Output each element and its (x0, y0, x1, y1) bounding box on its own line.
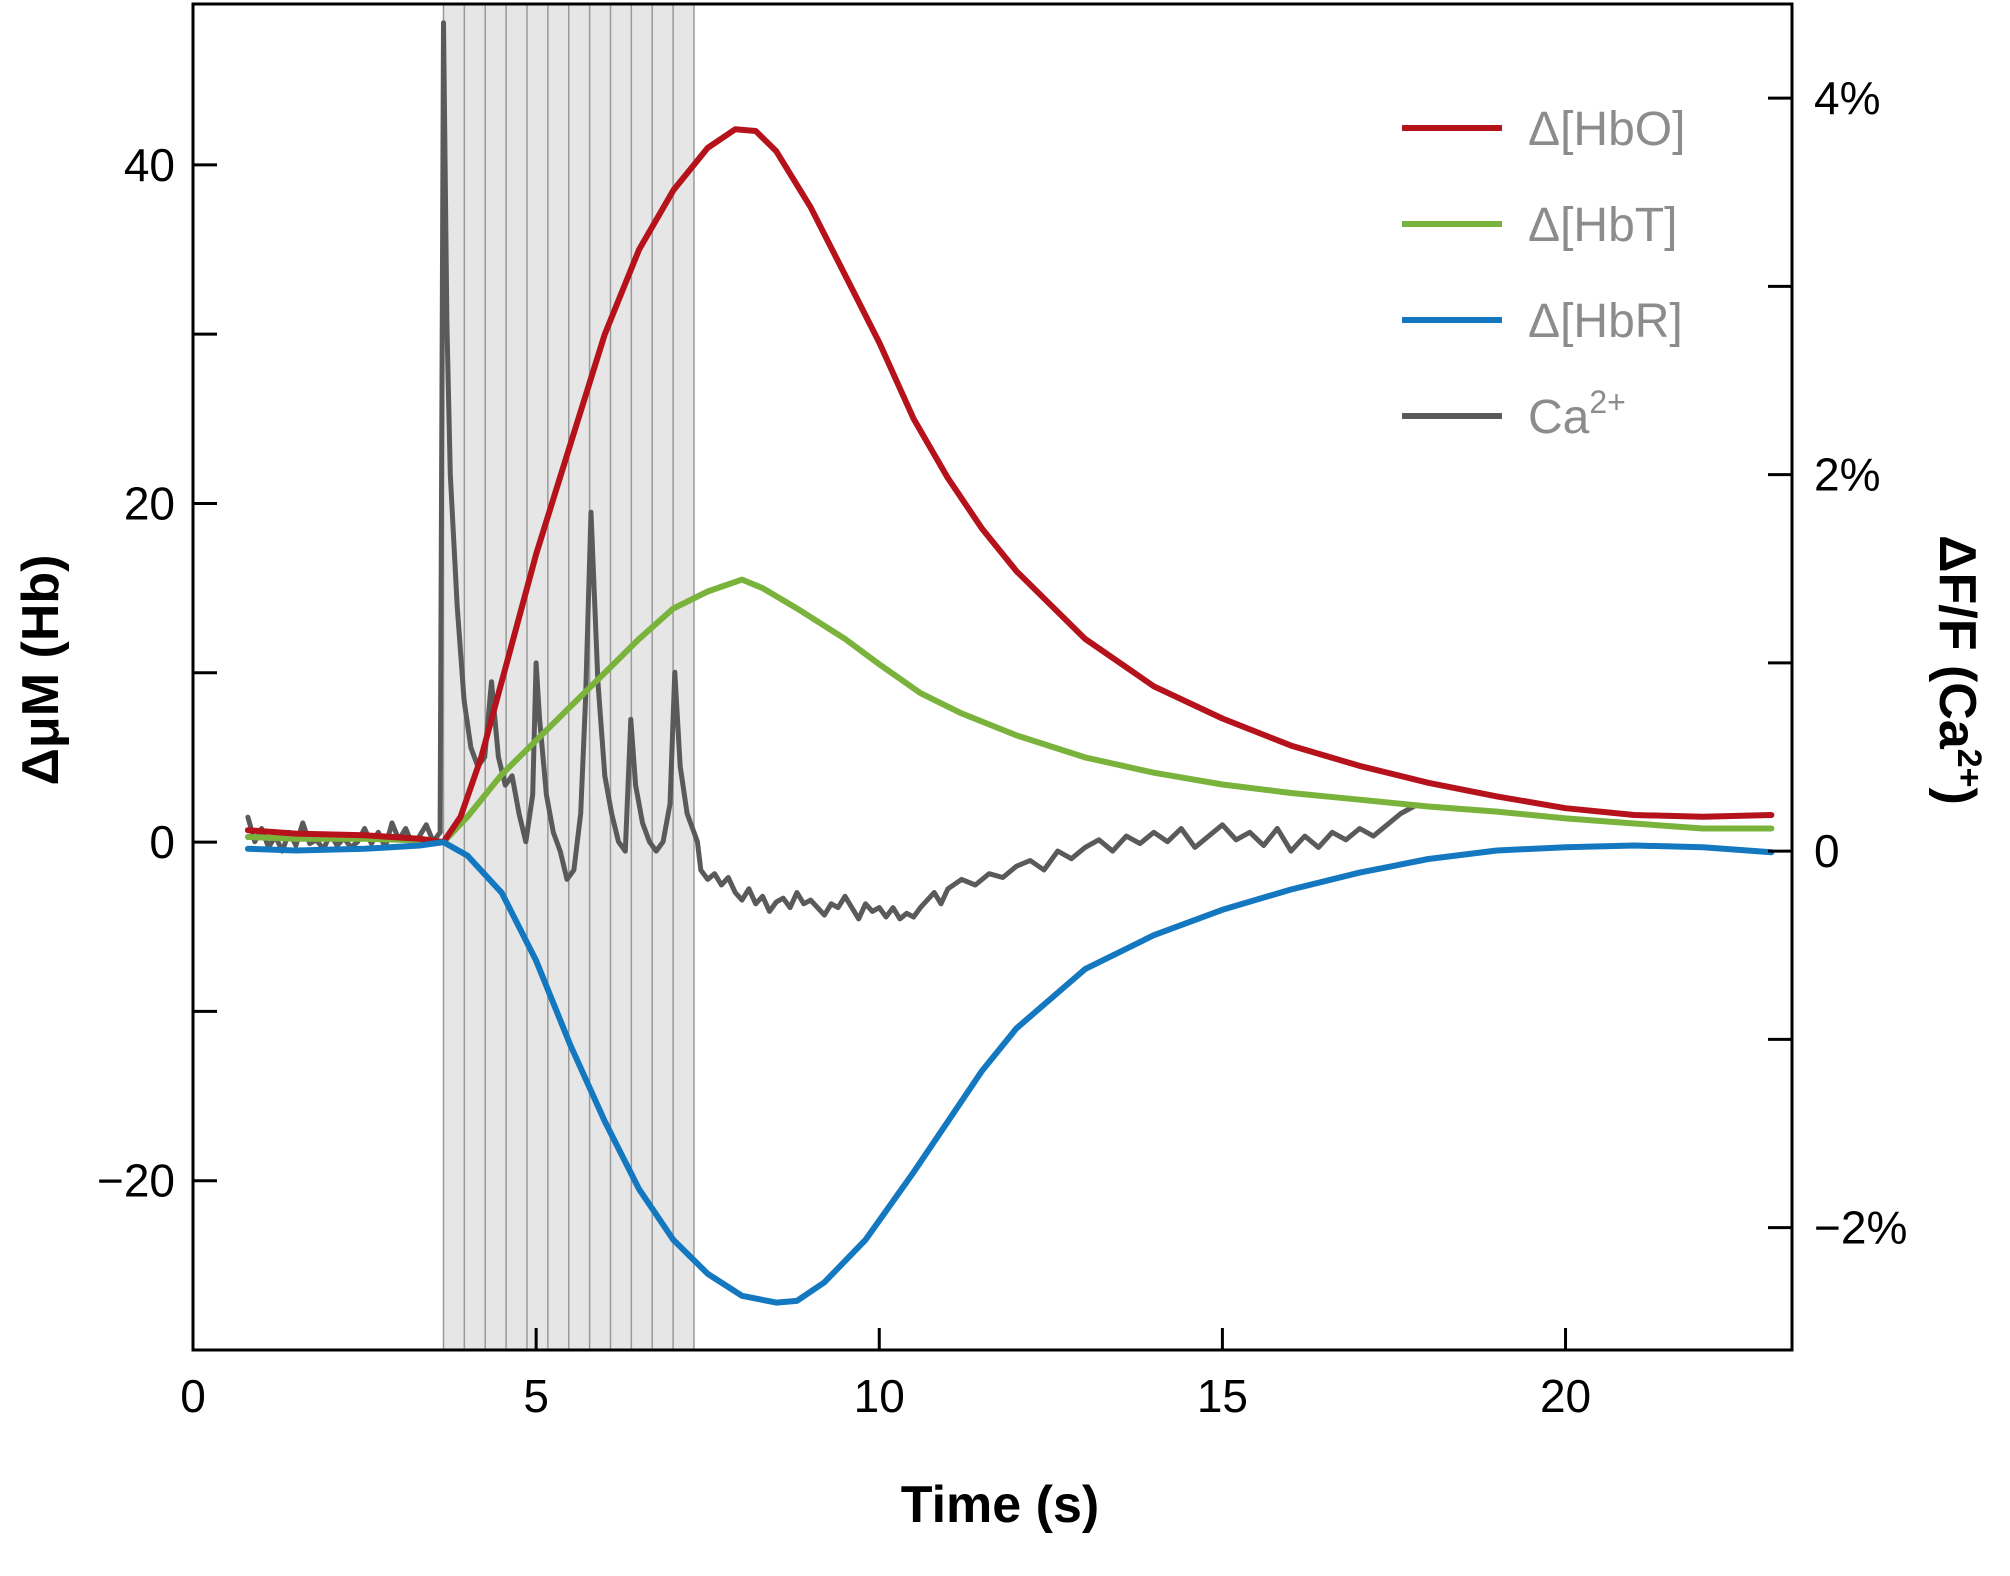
y-right-axis-title: ΔF/F (Ca2+) (1928, 535, 1988, 805)
series-layer (244, 20, 1775, 1306)
legend-label-2: Δ[HbR] (1528, 295, 1683, 348)
y-tick-label: −20 (97, 1155, 175, 1207)
y-right-tick-label: −2% (1814, 1202, 1907, 1254)
legend-label-base: Ca (1528, 391, 1590, 444)
y-axis-title: ΔμM (Hb) (12, 555, 70, 786)
axis-ticks (191, 96, 1792, 1350)
y-right-tick-label: 4% (1814, 72, 1880, 124)
stimulus-window (442, 4, 695, 1350)
legend: Δ[HbO] Δ[HbT] Δ[HbR] Ca2+ (1402, 103, 1685, 444)
plot-frame (191, 2, 1794, 1352)
series-line-2 (244, 839, 1775, 1306)
legend-label-sup: 2+ (1589, 384, 1625, 420)
axis-labels: 0 5 10 15 20 −20 0 20 40 −2% 0 2% 4% (97, 72, 1907, 1422)
x-axis-title: Time (s) (901, 1476, 1099, 1534)
legend-label-0: Δ[HbO] (1528, 103, 1685, 156)
legend-label-3: Ca2+ (1528, 384, 1626, 444)
y-right-axis-title-sup: 2+ (1950, 749, 1988, 788)
x-tick-label: 20 (1540, 1370, 1591, 1422)
y-tick-label: 20 (124, 477, 175, 529)
x-tick-label: 10 (854, 1370, 905, 1422)
x-tick-label: 0 (180, 1370, 206, 1422)
x-tick-label: 5 (523, 1370, 549, 1422)
y-tick-label: 40 (124, 139, 175, 191)
series-line-1 (244, 576, 1775, 846)
y-right-tick-label: 0 (1814, 825, 1840, 877)
y-right-tick-label: 2% (1814, 449, 1880, 501)
legend-label-1: Δ[HbT] (1528, 199, 1677, 252)
x-tick-label: 15 (1197, 1370, 1248, 1422)
y-tick-label: 0 (149, 816, 175, 868)
series-line-0 (244, 126, 1775, 846)
y-right-axis-title-end: ) (1928, 788, 1986, 805)
y-right-axis-title-base: ΔF/F (Ca (1928, 535, 1986, 750)
